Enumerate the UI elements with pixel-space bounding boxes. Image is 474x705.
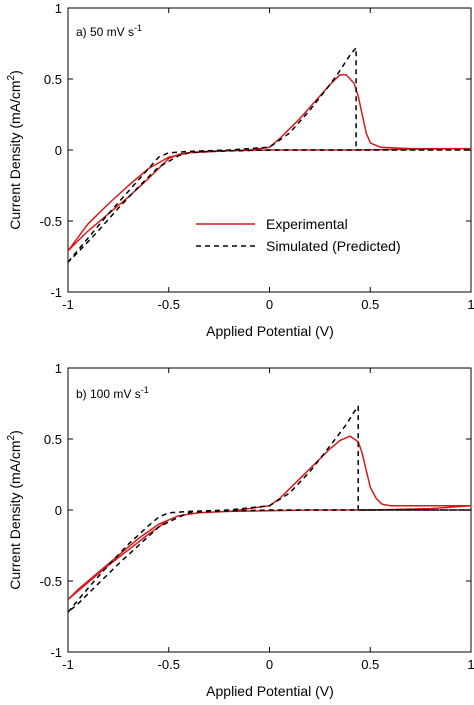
x-axis-title: Applied Potential (V) [206,323,334,339]
y-ticks: -1 -0.5 0 0.5 1 [40,1,471,300]
x-tick-label: 1 [467,657,474,672]
x-ticks: -1 -0.5 0 0.5 1 [62,8,474,312]
series-line-experimental [67,435,472,601]
x-tick-label: 0 [266,657,273,672]
y-tick-label: 1 [55,1,62,16]
x-tick-label: -0.5 [158,657,180,672]
x-tick-label: -1 [62,657,74,672]
x-tick-label: 0 [266,297,273,312]
x-tick-label: 0.5 [361,657,379,672]
series-layer [67,47,472,263]
series-layer [67,405,472,613]
y-tick-label: -1 [50,645,62,660]
panel-label: b) 100 mV s-1 [76,385,149,401]
series-line-experimental [67,73,472,252]
y-axis-title: Current Density (mA/cm2) [6,430,23,590]
y-tick-label: 0 [55,143,62,158]
legend: Experimental Simulated (Predicted) [196,216,401,254]
x-tick-label: 0.5 [361,297,379,312]
x-ticks: -1 -0.5 0 0.5 1 [62,368,474,672]
panel-label: a) 50 mV s-1 [76,23,142,39]
x-tick-label: -1 [62,297,74,312]
y-tick-label: 0.5 [44,432,62,447]
y-tick-label: 0 [55,503,62,518]
x-tick-label: -0.5 [158,297,180,312]
y-tick-label: 1 [55,361,62,376]
y-tick-label: -1 [50,285,62,300]
y-tick-label: 0.5 [44,72,62,87]
y-ticks: -1 -0.5 0 0.5 1 [40,361,471,660]
legend-label-experimental: Experimental [266,216,348,232]
x-tick-label: 1 [467,297,474,312]
y-tick-label: -0.5 [40,574,62,589]
y-axis-title: Current Density (mA/cm2) [6,70,23,230]
legend-label-simulated: Simulated (Predicted) [266,238,401,254]
y-tick-label: -0.5 [40,214,62,229]
chart-panel-b: -1 -0.5 0 0.5 1 -1 -0.5 0 0.5 1 b) 100 mV s-1 Ap… [6,361,474,699]
x-axis-title: Applied Potential (V) [206,683,334,699]
series-line-simulated [67,405,472,613]
chart-panel-a: -1 -0.5 0 0.5 1 -1 -0.5 0 0.5 1 a) 50 mV s-1 App… [6,1,474,339]
